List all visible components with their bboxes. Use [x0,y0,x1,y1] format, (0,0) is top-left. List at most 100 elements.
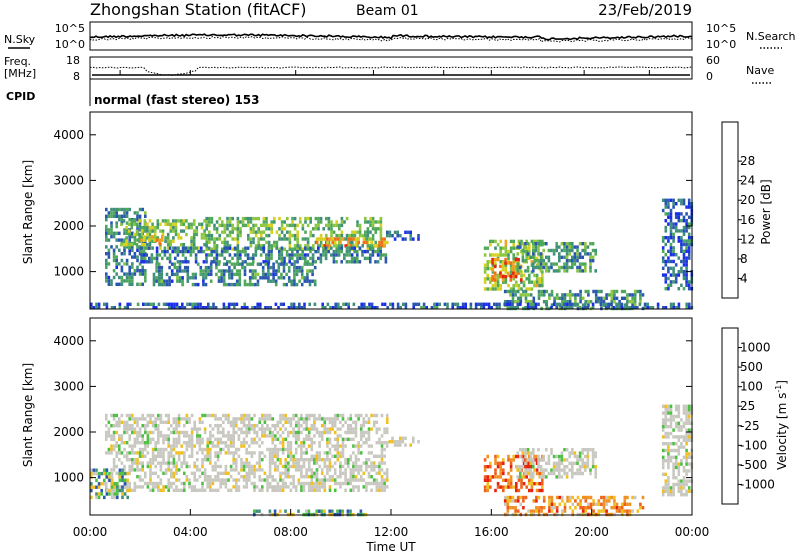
echo-cell [349,458,353,462]
echo-cell [323,430,327,435]
echo-cell [526,306,530,310]
echo-cell [222,282,226,287]
echo-cell [90,302,93,306]
echo-cell [641,293,645,297]
echo-cell [313,441,316,445]
echo-cell [298,256,302,261]
echo-cell [344,458,347,462]
echo-cell [127,246,131,250]
echo-cell [633,289,637,294]
echo-cell [664,414,668,419]
echo-cell [219,485,222,489]
echo-cell [209,265,213,270]
echo-cell [161,249,164,254]
echo-cell [248,262,252,266]
echo-cell [125,258,129,263]
echo-cell [333,478,337,482]
echo-cell [669,208,673,213]
echo-cell [672,418,675,422]
echo-cell [206,458,209,462]
echo-cell [550,499,554,503]
echo-cell [293,223,297,228]
echo-cell [123,482,127,486]
echo-cell [118,207,121,212]
echo-cell [346,509,350,513]
echo-cell [589,495,593,500]
echo-cell [669,198,673,202]
echo-cell [555,248,558,253]
echo-cell [308,282,312,287]
echo-cell [594,471,597,476]
echo-cell [168,246,172,250]
echo-cell [491,270,495,274]
echo-cell [276,424,280,428]
echo-cell [584,448,587,452]
echo-cell [667,425,670,429]
echo-cell [142,238,146,242]
echo-cell [591,465,595,469]
echo-cell [191,272,195,277]
echo-cell [157,282,161,287]
echo-cell [258,451,261,455]
echo-cell [682,493,686,497]
echo-cell [292,461,295,465]
echo-cell [520,482,523,486]
echo-cell [249,237,253,241]
echo-cell [563,458,566,462]
echo-cell [499,471,502,476]
echo-cell [319,233,323,238]
echo-cell [344,481,347,486]
echo-cell [315,488,319,492]
echo-cell [157,481,160,486]
echo-cell [495,302,499,306]
echo-cell [115,451,118,455]
echo-cell [494,280,497,284]
echo-cell [217,276,221,280]
echo-cell [151,430,155,435]
echo-cell [92,306,96,310]
echo-cell [378,244,381,248]
echo-cell [296,223,299,228]
echo-cell [129,302,132,306]
echo-cell [581,458,584,462]
echo-cell [404,237,407,241]
echo-cell [573,471,577,476]
echo-cell [682,438,686,442]
echo-cell [128,424,131,428]
echo-cell [370,451,373,455]
echo-cell [125,211,129,215]
echo-cell [127,243,131,247]
echo-cell [545,242,548,246]
echo-cell [599,302,603,306]
echo-cell [146,420,150,424]
echo-cell [491,475,495,479]
echo-cell [112,269,116,273]
echo-cell [164,222,167,226]
echo-cell [306,260,310,264]
echo-cell [175,437,178,441]
echo-cell [193,444,196,448]
echo-cell [322,253,325,257]
echo-cell [509,461,513,465]
echo-cell [493,274,497,279]
echo-cell [664,442,668,446]
echo-cell [630,306,634,310]
echo-cell [309,220,312,224]
echo-cell [370,464,373,469]
echo-cell [196,458,199,462]
echo-cell [206,481,209,486]
echo-cell [211,464,215,469]
echo-cell [248,430,251,435]
echo-cell [337,249,341,254]
echo-cell [680,202,683,206]
echo-cell [393,237,397,241]
echo-cell [587,506,590,510]
echo-cell [661,239,665,243]
echo-cell [287,454,290,458]
echo-cell [209,441,212,445]
echo-cell [664,482,668,487]
echo-cell [594,248,597,253]
echo-cell [284,485,287,489]
echo-cell [110,437,113,441]
echo-cell [185,447,189,452]
